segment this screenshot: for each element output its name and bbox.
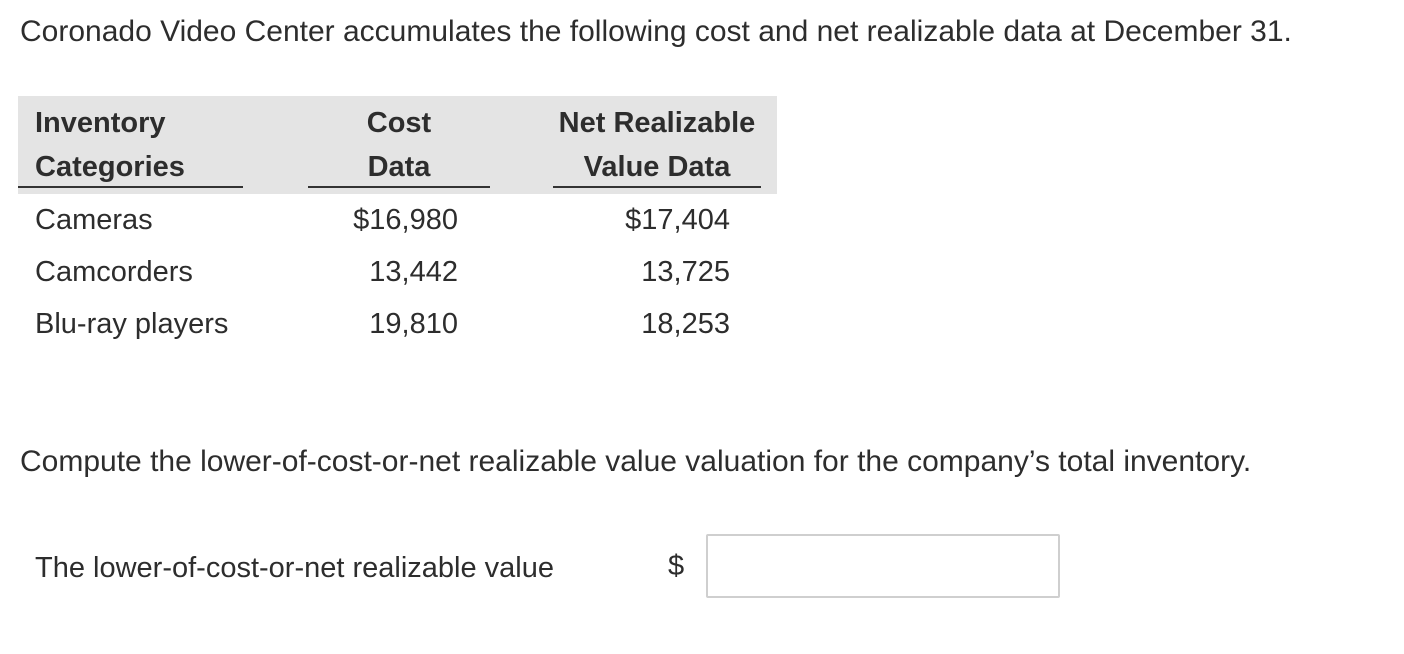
intro-text: Coronado Video Center accumulates the fo…: [20, 15, 1292, 48]
header-inventory-categories: Inventory Categories: [35, 107, 185, 183]
row-category: Blu-ray players: [35, 308, 229, 340]
header-cost-data: Cost Data: [366, 107, 432, 183]
row-cost: 19,810: [369, 308, 458, 340]
header-underline: [308, 186, 490, 188]
row-category: Cameras: [35, 204, 153, 236]
table-row: Camcorders 13,442 13,725: [18, 246, 777, 298]
table-row: Blu-ray players 19,810 18,253: [18, 298, 777, 350]
question-text: Compute the lower-of-cost-or-net realiza…: [20, 445, 1252, 478]
row-nrv: $17,404: [625, 204, 730, 236]
row-cost: $16,980: [353, 204, 458, 236]
header-nrv-data: Net Realizable Value Data: [558, 107, 756, 183]
currency-symbol: $: [668, 550, 685, 582]
row-nrv: 13,725: [641, 256, 730, 288]
table-row: Cameras $16,980 $17,404: [18, 194, 777, 246]
row-nrv: 18,253: [641, 308, 730, 340]
table-header: Inventory Categories Cost Data Net Reali…: [18, 96, 777, 194]
inventory-table: Inventory Categories Cost Data Net Reali…: [18, 96, 777, 350]
answer-label: The lower-of-cost-or-net realizable valu…: [35, 552, 554, 584]
header-underline: [18, 186, 243, 188]
lcnrv-answer-input[interactable]: [706, 534, 1060, 598]
row-cost: 13,442: [369, 256, 458, 288]
header-underline: [553, 186, 761, 188]
row-category: Camcorders: [35, 256, 193, 288]
